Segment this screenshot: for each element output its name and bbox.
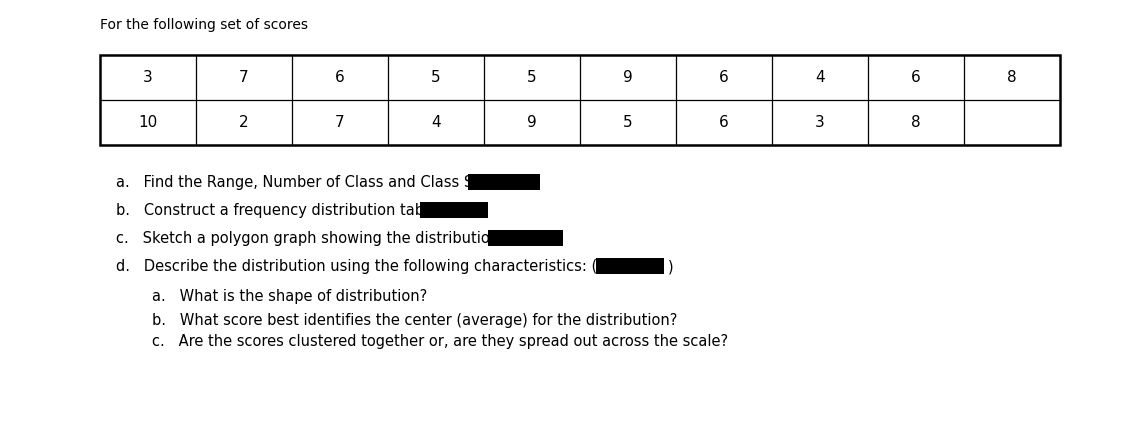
Text: 5: 5 bbox=[623, 115, 632, 130]
Text: For the following set of scores: For the following set of scores bbox=[100, 18, 308, 32]
Text: 7: 7 bbox=[335, 115, 344, 130]
Text: 4: 4 bbox=[431, 115, 441, 130]
Text: ): ) bbox=[668, 259, 674, 274]
Text: d.   Describe the distribution using the following characteristics: (3: d. Describe the distribution using the f… bbox=[116, 259, 606, 274]
Bar bbox=[468, 174, 540, 190]
Bar bbox=[100, 55, 1060, 145]
Text: c.   Are the scores clustered together or, are they spread out across the scale?: c. Are the scores clustered together or,… bbox=[152, 334, 728, 349]
Text: 8: 8 bbox=[1007, 70, 1017, 85]
Text: 10: 10 bbox=[138, 115, 158, 130]
Bar bbox=[420, 202, 488, 218]
Text: 6: 6 bbox=[911, 70, 921, 85]
Text: 6: 6 bbox=[719, 70, 729, 85]
Text: 5: 5 bbox=[431, 70, 441, 85]
Text: 6: 6 bbox=[335, 70, 345, 85]
Text: b.   What score best identifies the center (average) for the distribution?: b. What score best identifies the center… bbox=[152, 313, 677, 328]
Text: 7: 7 bbox=[240, 70, 249, 85]
Bar bbox=[488, 230, 562, 246]
Text: a.   Find the Range, Number of Class and Class Size (5: a. Find the Range, Number of Class and C… bbox=[116, 175, 514, 190]
Text: 3: 3 bbox=[143, 70, 153, 85]
Text: 4: 4 bbox=[816, 70, 825, 85]
Text: 8: 8 bbox=[911, 115, 920, 130]
Text: 2: 2 bbox=[240, 115, 249, 130]
Text: 5: 5 bbox=[528, 70, 537, 85]
Text: c.   Sketch a polygon graph showing the distribution (4: c. Sketch a polygon graph showing the di… bbox=[116, 231, 519, 246]
Text: a.   What is the shape of distribution?: a. What is the shape of distribution? bbox=[152, 289, 428, 304]
Text: 3: 3 bbox=[816, 115, 825, 130]
Text: b.   Construct a frequency distribution table (4: b. Construct a frequency distribution ta… bbox=[116, 203, 457, 218]
Text: 9: 9 bbox=[528, 115, 537, 130]
Text: 9: 9 bbox=[623, 70, 633, 85]
Bar bbox=[596, 258, 664, 274]
Text: 6: 6 bbox=[719, 115, 729, 130]
